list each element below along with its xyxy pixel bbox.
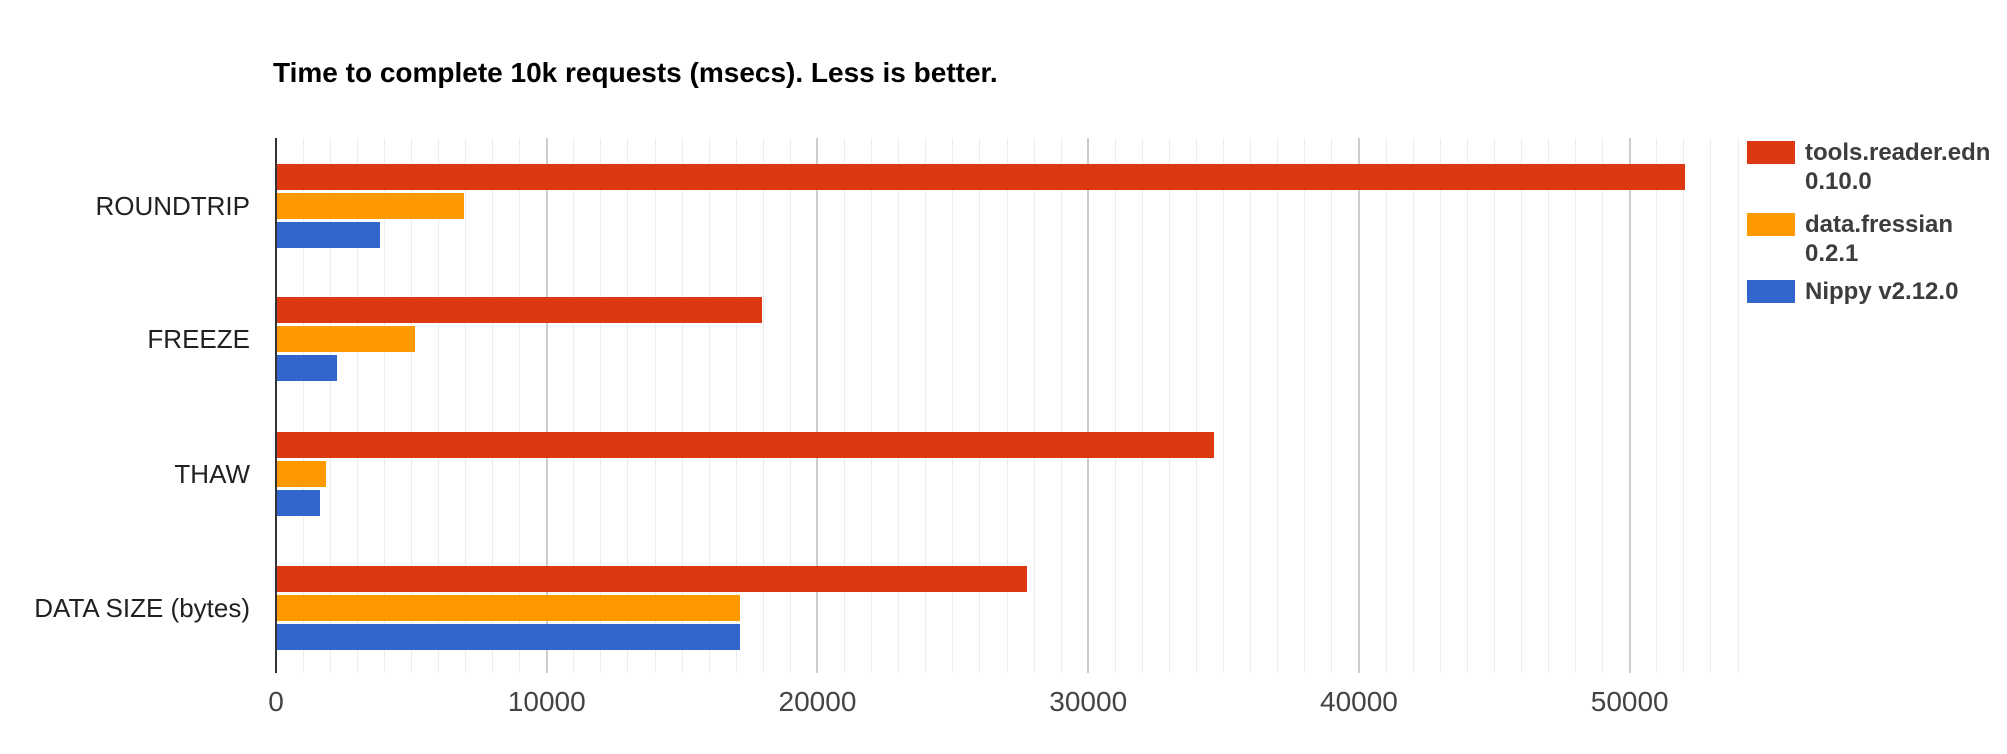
minor-gridline — [1196, 138, 1198, 673]
minor-gridline — [979, 138, 981, 673]
bar-s0-c3[interactable] — [277, 566, 1027, 592]
x-tick-label: 50000 — [1590, 686, 1669, 717]
minor-gridline — [1304, 138, 1306, 673]
bar-s2-c1[interactable] — [277, 355, 337, 381]
minor-gridline — [1250, 138, 1252, 673]
minor-gridline — [519, 138, 521, 673]
minor-gridline — [708, 138, 710, 673]
bar-s1-c1[interactable] — [277, 326, 416, 352]
minor-gridline — [898, 138, 900, 673]
legend-label: tools.reader.edn 0.10.0 — [1805, 139, 1991, 195]
minor-gridline — [789, 138, 791, 673]
minor-gridline — [1575, 138, 1577, 673]
minor-gridline — [1520, 138, 1522, 673]
minor-gridline — [952, 138, 954, 673]
minor-gridline — [1466, 138, 1468, 673]
minor-gridline — [1547, 138, 1549, 673]
bar-s0-c1[interactable] — [277, 297, 762, 323]
minor-gridline — [681, 138, 683, 673]
minor-gridline — [844, 138, 846, 673]
minor-gridline — [1385, 138, 1387, 673]
minor-gridline — [1006, 138, 1008, 673]
minor-gridline — [1737, 138, 1739, 673]
minor-gridline — [1331, 138, 1333, 673]
major-gridline — [816, 138, 819, 673]
legend-label: Nippy v2.12.0 — [1805, 278, 1959, 305]
bar-s1-c3[interactable] — [277, 595, 740, 621]
major-gridline — [1628, 138, 1631, 673]
minor-gridline — [329, 138, 331, 673]
minor-gridline — [627, 138, 629, 673]
minor-gridline — [654, 138, 656, 673]
x-tick-label: 40000 — [1320, 686, 1398, 717]
minor-gridline — [1683, 138, 1685, 673]
minor-gridline — [1060, 138, 1062, 673]
legend-entry: data.fressian 0.2.1 — [1747, 210, 1953, 268]
minor-gridline — [356, 138, 358, 673]
bar-s1-c2[interactable] — [277, 461, 326, 487]
bar-s0-c0[interactable] — [277, 164, 1685, 190]
chart-title: Time to complete 10k requests (msecs). L… — [273, 57, 998, 88]
minor-gridline — [302, 138, 304, 673]
minor-gridline — [1656, 138, 1658, 673]
legend-swatch — [1747, 141, 1795, 164]
minor-gridline — [735, 138, 737, 673]
category-label: THAW — [174, 459, 250, 489]
minor-gridline — [1277, 138, 1279, 673]
major-gridline — [1087, 138, 1090, 673]
minor-gridline — [437, 138, 439, 673]
minor-gridline — [465, 138, 467, 673]
bar-s2-c2[interactable] — [277, 490, 321, 516]
minor-gridline — [1602, 138, 1604, 673]
minor-gridline — [1412, 138, 1414, 673]
bar-s2-c3[interactable] — [277, 624, 740, 650]
minor-gridline — [383, 138, 385, 673]
minor-gridline — [1493, 138, 1495, 673]
major-gridline — [545, 138, 548, 673]
minor-gridline — [573, 138, 575, 673]
minor-gridline — [410, 138, 412, 673]
minor-gridline — [1710, 138, 1712, 673]
legend-entry: Nippy v2.12.0 — [1747, 277, 1958, 306]
y-axis-line — [275, 138, 277, 673]
minor-gridline — [871, 138, 873, 673]
minor-gridline — [762, 138, 764, 673]
legend-swatch — [1747, 280, 1795, 303]
minor-gridline — [492, 138, 494, 673]
bar-s2-c0[interactable] — [277, 222, 380, 248]
x-tick-label: 0 — [268, 686, 284, 717]
minor-gridline — [1114, 138, 1116, 673]
x-tick-label: 10000 — [507, 686, 586, 717]
bar-s0-c2[interactable] — [277, 432, 1214, 458]
minor-gridline — [1439, 138, 1441, 673]
minor-gridline — [1141, 138, 1143, 673]
minor-gridline — [1033, 138, 1035, 673]
x-tick-label: 20000 — [778, 686, 857, 717]
x-tick-label: 30000 — [1049, 686, 1128, 717]
legend-entry: tools.reader.edn 0.10.0 — [1747, 138, 1990, 196]
major-gridline — [1357, 138, 1360, 673]
category-label: DATA SIZE (bytes) — [34, 593, 250, 623]
category-label: FREEZE — [147, 324, 250, 354]
legend-label: data.fressian 0.2.1 — [1805, 211, 1954, 267]
category-label: ROUNDTRIP — [95, 191, 250, 221]
minor-gridline — [1223, 138, 1225, 673]
minor-gridline — [925, 138, 927, 673]
plot-area — [276, 138, 1739, 673]
minor-gridline — [600, 138, 602, 673]
legend-swatch — [1747, 213, 1795, 236]
minor-gridline — [1168, 138, 1170, 673]
bar-s1-c0[interactable] — [277, 193, 464, 219]
